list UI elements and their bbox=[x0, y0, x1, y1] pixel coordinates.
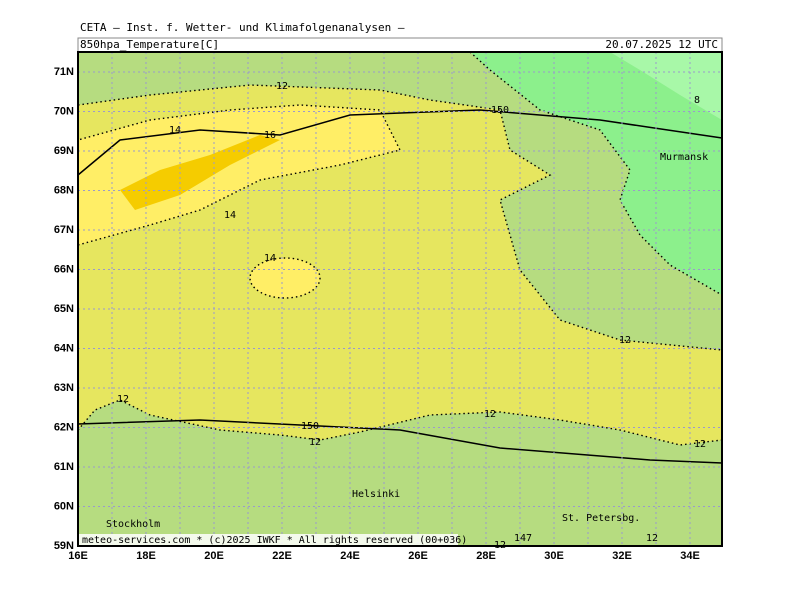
lat-label: 61N bbox=[54, 461, 74, 473]
contour-label: 12 bbox=[309, 437, 321, 448]
contour-label: 12 bbox=[117, 394, 129, 405]
lat-label: 65N bbox=[54, 303, 74, 315]
lon-label: 34E bbox=[680, 550, 700, 562]
lat-label: 68N bbox=[54, 184, 74, 196]
lat-label: 70N bbox=[54, 105, 74, 117]
contour-label: 150 bbox=[491, 105, 509, 116]
lon-label: 30E bbox=[544, 550, 564, 562]
contour-label: 12 bbox=[276, 81, 288, 92]
map-frame bbox=[77, 51, 723, 547]
contour-label: 14 bbox=[264, 253, 276, 264]
lat-label: 71N bbox=[54, 66, 74, 78]
lon-label: 20E bbox=[204, 550, 224, 562]
contour-line bbox=[77, 104, 402, 246]
region-cool-south bbox=[78, 400, 722, 546]
lat-label: 64N bbox=[54, 342, 74, 354]
lat-label: 62N bbox=[54, 421, 74, 433]
contour-label: 12 bbox=[619, 335, 631, 346]
lon-label: 18E bbox=[136, 550, 156, 562]
lon-label: 16E bbox=[68, 550, 88, 562]
contour-label: 12 bbox=[646, 533, 658, 544]
contour-label: 8 bbox=[694, 95, 700, 106]
graticule bbox=[78, 52, 722, 546]
city-label: St. Petersbg. bbox=[562, 513, 640, 524]
lat-label: 63N bbox=[54, 382, 74, 394]
contour-label: 150 bbox=[301, 421, 319, 432]
valid-time: 20.07.2025 12 UTC bbox=[605, 38, 718, 51]
region-cool bbox=[78, 52, 722, 350]
height-contour bbox=[77, 109, 723, 176]
contour-label: 147 bbox=[514, 533, 532, 544]
city-label: Helsinki bbox=[352, 489, 400, 500]
region-coldest bbox=[610, 52, 722, 120]
footer-box bbox=[78, 534, 458, 546]
contour-label: 14 bbox=[224, 210, 236, 221]
lat-label: 59N bbox=[54, 540, 74, 552]
lat-label: 69N bbox=[54, 145, 74, 157]
region-warmest bbox=[120, 135, 280, 210]
lat-label: 67N bbox=[54, 224, 74, 236]
lat-label: 60N bbox=[54, 500, 74, 512]
region-cold bbox=[470, 52, 722, 295]
lon-label: 24E bbox=[340, 550, 360, 562]
contour-line bbox=[77, 399, 723, 446]
contour-label: 12 bbox=[484, 409, 496, 420]
city-label: Stockholm bbox=[106, 519, 160, 530]
lon-label: 22E bbox=[272, 550, 292, 562]
lon-label: 28E bbox=[476, 550, 496, 562]
footer: meteo-services.com * (c)2025 IWKF * All … bbox=[82, 535, 467, 546]
lat-label: 66N bbox=[54, 263, 74, 275]
region-warm-island bbox=[249, 257, 321, 299]
lon-label: 32E bbox=[612, 550, 632, 562]
header-title: CETA — Inst. f. Wetter- und Klimafolgena… bbox=[80, 21, 405, 34]
field-name: 850hpa_Temperature[C] bbox=[80, 38, 219, 51]
contour-label: 12 bbox=[694, 439, 706, 450]
region-warm bbox=[78, 105, 400, 245]
lon-label: 26E bbox=[408, 550, 428, 562]
height-contour bbox=[77, 419, 723, 464]
city-label: Murmansk bbox=[660, 152, 708, 163]
contour-label: 16 bbox=[264, 130, 276, 141]
contour-label: 14 bbox=[169, 125, 181, 136]
